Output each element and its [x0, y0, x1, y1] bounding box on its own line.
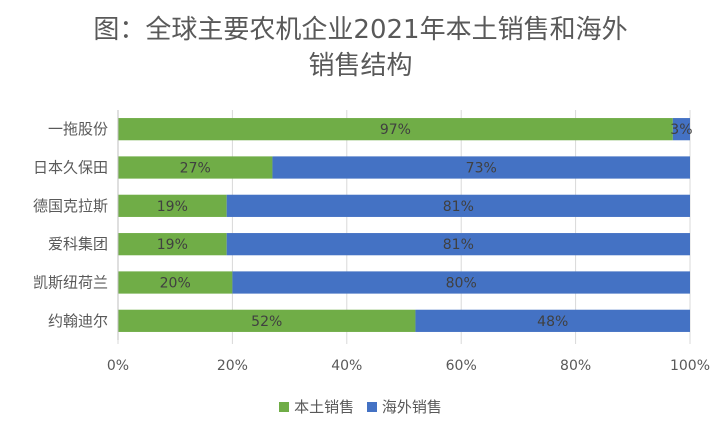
legend-item-overseas: 海外销售 [366, 396, 442, 417]
bar-domestic [118, 233, 227, 256]
data-label: 19% [157, 199, 188, 215]
bar-domestic [118, 194, 227, 217]
category-label: 一拖股份 [48, 120, 108, 138]
category-label: 日本久保田 [33, 159, 108, 177]
x-tick-label: 20% [217, 358, 248, 374]
bar-overseas [226, 233, 690, 256]
category-label: 约翰迪尔 [48, 312, 108, 330]
data-label: 27% [180, 161, 211, 177]
category-label: 凯斯纽荷兰 [33, 274, 108, 292]
chart-legend: 本土销售 海外销售 [0, 396, 721, 417]
data-label: 80% [446, 276, 477, 292]
legend-label-overseas: 海外销售 [381, 398, 442, 416]
x-tick-label: 80% [560, 358, 591, 374]
chart-title: 图：全球主要农机企业2021年本土销售和海外 销售结构 [0, 12, 721, 84]
data-label: 3% [670, 122, 692, 138]
legend-swatch-domestic [279, 401, 290, 412]
data-label: 48% [537, 314, 568, 330]
bar-overseas [415, 309, 690, 332]
legend-swatch-overseas [366, 401, 377, 412]
data-label: 73% [466, 161, 497, 177]
bar-overseas [232, 271, 690, 294]
bar-domestic [118, 271, 233, 294]
category-label: 德国克拉斯 [33, 197, 108, 215]
category-label: 爱科集团 [48, 235, 108, 253]
data-label: 20% [160, 276, 191, 292]
data-label: 81% [443, 199, 474, 215]
x-tick-label: 100% [670, 358, 710, 374]
bar-overseas [672, 118, 690, 141]
x-tick-label: 0% [107, 358, 129, 374]
chart-title-line2: 销售结构 [308, 51, 413, 81]
chart-title-line1: 图：全球主要农机企业2021年本土销售和海外 [93, 15, 628, 45]
x-tick-label: 60% [446, 358, 477, 374]
data-label: 19% [157, 237, 188, 253]
bar-domestic [118, 118, 673, 141]
x-tick-label: 40% [331, 358, 362, 374]
legend-item-domestic: 本土销售 [279, 396, 354, 417]
data-label: 81% [443, 237, 474, 253]
bar-overseas [226, 194, 690, 217]
legend-label-domestic: 本土销售 [294, 398, 355, 416]
data-label: 97% [380, 122, 411, 138]
bar-overseas [272, 156, 690, 179]
bar-domestic [118, 309, 416, 332]
data-label: 52% [251, 314, 282, 330]
bar-domestic [118, 156, 273, 179]
